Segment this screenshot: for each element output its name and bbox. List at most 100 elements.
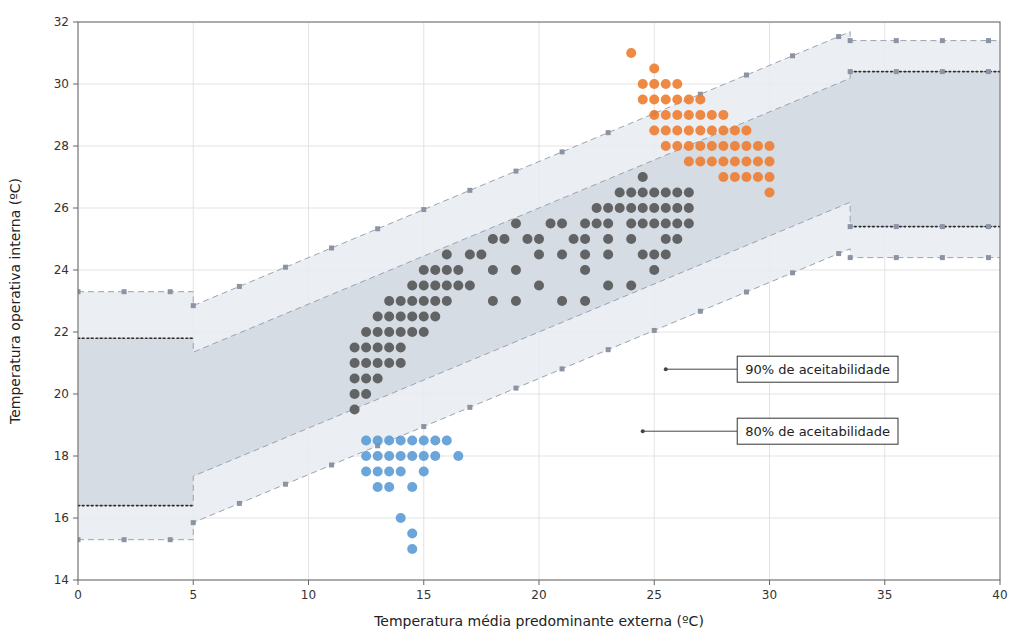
tick-x [1000,580,1001,585]
annotation-anchor [664,367,668,371]
data-point [396,327,406,337]
data-point [534,281,544,291]
data-point [442,250,452,260]
data-point [407,544,417,554]
annotation-leader [643,431,738,432]
band-square [283,482,288,487]
data-point [649,188,659,198]
data-point [350,358,360,368]
data-point [396,467,406,477]
data-point [684,188,694,198]
band-square [698,309,703,314]
band-edge-lower [78,202,1000,505]
data-point [373,467,383,477]
data-point [718,141,728,151]
band-square [421,424,426,429]
tick-label-x: 35 [877,588,892,602]
data-point [511,265,521,275]
data-point [661,203,671,213]
data-point [741,126,751,136]
band-square [940,38,945,43]
tick-y [73,22,78,23]
data-point [557,296,567,306]
data-point [661,79,671,89]
band-square [894,69,899,74]
band-square [986,224,991,229]
clamp-line [850,71,1000,73]
band-square [744,73,749,78]
data-point [695,126,705,136]
band-square [986,69,991,74]
data-point [672,219,682,229]
tick-x [539,580,540,585]
data-point [741,172,751,182]
data-point [557,219,567,229]
band-square [191,520,196,525]
data-point [707,126,717,136]
data-point [661,110,671,120]
data-point [695,95,705,105]
data-point [419,296,429,306]
data-point [753,157,763,167]
band-square [848,38,853,43]
data-point [396,358,406,368]
band-square [560,149,565,154]
data-point [580,296,590,306]
annotation-box [737,356,898,382]
annotation-anchor [641,429,645,433]
data-point [419,436,429,446]
tick-label-y: 26 [54,201,69,215]
data-point [707,157,717,167]
band-square [606,347,611,352]
band-fills [78,32,1000,540]
data-point [580,250,590,260]
data-point [615,188,625,198]
band-square [168,289,173,294]
data-point [476,250,486,260]
data-point [649,95,659,105]
data-point [603,219,613,229]
data-point [649,126,659,136]
data-point [649,250,659,260]
band-square [652,328,657,333]
data-point [684,95,694,105]
tick-label-x: 0 [74,588,82,602]
data-point [765,157,775,167]
data-point [384,358,394,368]
data-point [407,436,417,446]
band-square [421,207,426,212]
tick-label-x: 15 [416,588,431,602]
data-point [638,95,648,105]
data-point [649,64,659,74]
tick-label-y: 22 [54,325,69,339]
data-point [534,234,544,244]
annotations: 90% de aceitabilidade80% de aceitabilida… [641,356,898,444]
data-point [615,203,625,213]
data-point [453,281,463,291]
band-square [513,169,518,174]
band-square [513,386,518,391]
data-point [361,358,371,368]
data-point [384,327,394,337]
data-point [684,141,694,151]
tick-label-x: 40 [992,588,1007,602]
data-point [672,188,682,198]
data-point [661,250,671,260]
band-square [894,38,899,43]
data-point [430,436,440,446]
tick-label-y: 32 [54,15,69,29]
data-point [396,451,406,461]
band-square [940,69,945,74]
data-point [626,48,636,58]
tick-x [193,580,194,585]
data-point [396,343,406,353]
tick-label-y: 28 [54,139,69,153]
tick-y [73,84,78,85]
data-point [661,95,671,105]
band-square [329,462,334,467]
band-square [375,226,380,231]
data-point [361,374,371,384]
band-square [894,224,899,229]
data-point [695,110,705,120]
grid [78,22,1000,580]
